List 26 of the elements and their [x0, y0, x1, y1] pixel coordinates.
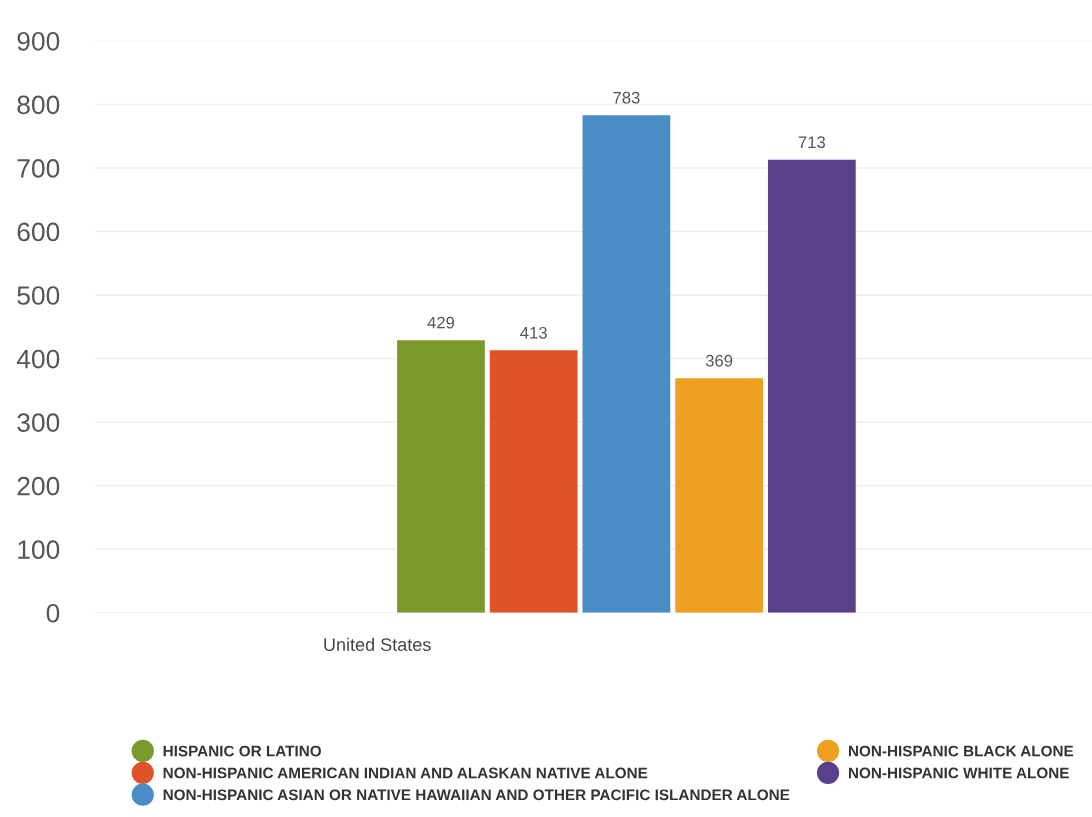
y-tick-label: 900	[17, 31, 60, 51]
bar	[582, 115, 671, 613]
bar	[397, 340, 485, 613]
y-tick-label: 600	[17, 222, 60, 242]
legend-label: NON-HISPANIC ASIAN OR NATIVE HAWAIIAN AND OTHER PACIFIC ISLANDER ALONE	[163, 789, 790, 801]
y-tick-label: 0	[46, 603, 60, 623]
legend-label: NON-HISPANIC BLACK ALONE	[848, 745, 1074, 757]
bar	[489, 350, 578, 613]
data-label: 413	[520, 326, 547, 339]
y-tick-label: 800	[17, 95, 60, 115]
y-tick-label: 400	[16, 349, 60, 369]
y-tick-label: 300	[17, 413, 60, 432]
legend-label: NON-HISPANIC WHITE ALONE	[848, 767, 1069, 779]
data-label: 369	[705, 354, 733, 367]
y-tick-label: 200	[17, 476, 60, 496]
data-label: 713	[798, 136, 826, 149]
bar	[675, 378, 763, 613]
y-tick-label: 500	[17, 286, 60, 305]
x-tick-label: United States	[324, 637, 431, 652]
y-tick-label: 100	[18, 540, 60, 560]
data-label: 783	[613, 91, 640, 104]
data-label: 429	[427, 316, 455, 329]
legend-label: NON-HISPANIC AMERICAN INDIAN AND ALASKAN NATIVE ALONE	[163, 767, 648, 779]
legend-label: HISPANIC OR LATINO	[163, 745, 321, 757]
y-tick-label: 700	[17, 159, 60, 178]
bar	[767, 159, 856, 613]
